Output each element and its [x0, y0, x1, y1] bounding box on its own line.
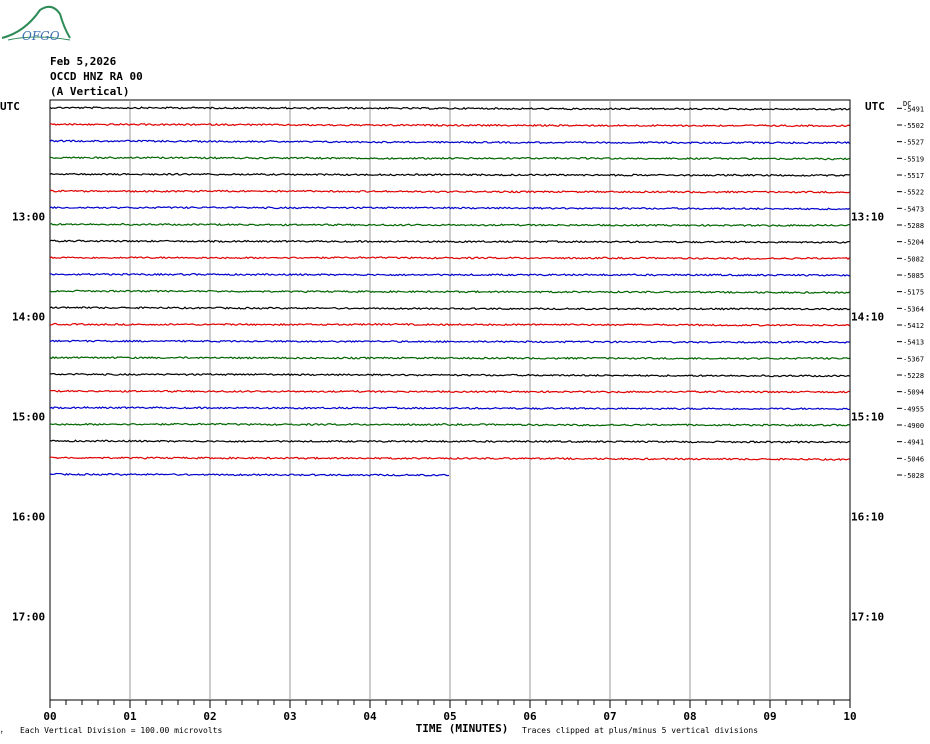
dc-offset-label: -5228: [903, 372, 924, 380]
dc-offset-label: -5502: [903, 122, 924, 130]
x-tick-label: 06: [523, 710, 537, 723]
trace-line: [49, 289, 850, 295]
x-tick-label: 04: [363, 710, 377, 723]
x-tick-label: 09: [763, 710, 776, 723]
hour-label-right: 16:10: [851, 511, 884, 524]
trace-line: [49, 106, 850, 111]
trace-line: [49, 189, 850, 194]
trace-line: [49, 122, 850, 128]
trace-line: [49, 139, 850, 145]
right-utc-title: UTC: [865, 100, 885, 113]
trace-line: [49, 339, 850, 344]
logo-text: OFGO: [22, 29, 60, 43]
dc-offset-label: -5522: [903, 189, 924, 197]
division-note: Each Vertical Division = 100.00 microvol…: [20, 726, 222, 735]
dc-offset-label: -4941: [903, 439, 924, 447]
dc-offset-label: -5288: [903, 222, 924, 230]
trace-line: [49, 172, 850, 177]
x-axis-title: TIME (MINUTES): [416, 722, 509, 735]
x-tick-label: 03: [283, 710, 296, 723]
dc-offset-label: -5519: [903, 155, 924, 163]
dc-offset-label: -5094: [903, 389, 924, 397]
x-tick-label: 05: [443, 710, 456, 723]
dc-offset-label: -5473: [903, 205, 924, 213]
dc-offset-label: -5491: [903, 105, 924, 113]
dc-offset-label: -5175: [903, 289, 924, 297]
channel-label: (A Vertical): [50, 85, 130, 98]
hour-label-left: 15:00: [12, 411, 45, 424]
dc-offset-label: -5085: [903, 272, 924, 280]
trace-line: [49, 272, 850, 277]
left-utc-title: UTC: [0, 100, 20, 113]
hour-label-left: 14:00: [12, 311, 45, 324]
trace-line: [49, 389, 850, 394]
trace-line: [49, 156, 850, 161]
hour-label-right: 13:10: [851, 211, 884, 224]
dc-offset-label: -5028: [903, 472, 924, 480]
trace-line: [49, 356, 850, 360]
dc-offset-label: -5413: [903, 339, 924, 347]
trace-line: [49, 322, 850, 327]
trace-line: [49, 422, 850, 427]
trace-line: [49, 239, 850, 244]
dc-offset-label: -5364: [903, 305, 924, 313]
dc-offset-label: -4900: [903, 422, 924, 430]
station-label: OCCD HNZ RA 00: [50, 70, 143, 83]
dc-offset-label: -5367: [903, 355, 924, 363]
x-tick-label: 07: [603, 710, 616, 723]
hour-label-right: 15:10: [851, 411, 884, 424]
trace-line: [49, 306, 850, 311]
dc-offset-label: -5046: [903, 455, 924, 463]
hour-label-left: 16:00: [12, 511, 45, 524]
clip-note: Traces clipped at plus/minus 5 vertical …: [522, 726, 758, 735]
dc-offset-label: -5517: [903, 172, 924, 180]
trace-line: [49, 206, 850, 211]
dc-offset-label: -5527: [903, 139, 924, 147]
hour-label-left: 13:00: [12, 211, 45, 224]
dc-offset-label: -5082: [903, 255, 924, 263]
trace-line: [49, 406, 850, 411]
footer-arrow-icon: ↑: [0, 729, 4, 736]
hour-label-right: 17:10: [851, 611, 884, 624]
x-tick-label: 01: [123, 710, 137, 723]
dc-offset-label: -5412: [903, 322, 924, 330]
trace-line: [49, 372, 850, 378]
x-tick-label: 02: [203, 710, 216, 723]
hour-label-left: 17:00: [12, 611, 45, 624]
ofgo-logo: OFGO: [0, 4, 80, 48]
dc-label: DC: [903, 100, 911, 108]
date-label: Feb 5,2026: [50, 55, 117, 68]
dc-offset-label: -4955: [903, 405, 924, 413]
trace-line: [49, 222, 850, 227]
dc-offset-label: -5204: [903, 239, 924, 247]
x-tick-label: 10: [843, 710, 856, 723]
hour-label-right: 14:10: [851, 311, 884, 324]
trace-line: [49, 439, 850, 444]
trace-line: [49, 456, 850, 461]
trace-line: [49, 472, 450, 477]
x-tick-label: 08: [683, 710, 696, 723]
trace-line: [49, 256, 850, 261]
x-tick-label: 00: [43, 710, 56, 723]
